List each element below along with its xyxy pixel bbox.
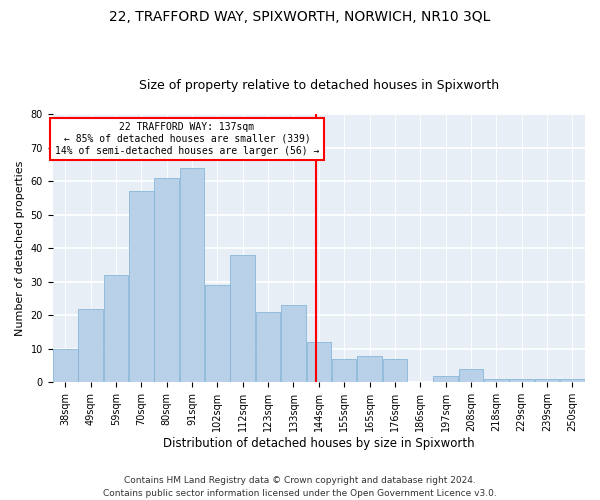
X-axis label: Distribution of detached houses by size in Spixworth: Distribution of detached houses by size … — [163, 437, 475, 450]
Bar — [281, 305, 306, 382]
Bar — [458, 369, 483, 382]
Bar — [205, 285, 230, 382]
Bar — [180, 168, 205, 382]
Y-axis label: Number of detached properties: Number of detached properties — [15, 160, 25, 336]
Bar — [53, 349, 77, 382]
Bar — [230, 255, 255, 382]
Text: 22, TRAFFORD WAY, SPIXWORTH, NORWICH, NR10 3QL: 22, TRAFFORD WAY, SPIXWORTH, NORWICH, NR… — [109, 10, 491, 24]
Bar — [560, 379, 584, 382]
Bar — [79, 308, 103, 382]
Bar — [307, 342, 331, 382]
Text: 22 TRAFFORD WAY: 137sqm
← 85% of detached houses are smaller (339)
14% of semi-d: 22 TRAFFORD WAY: 137sqm ← 85% of detache… — [55, 122, 319, 156]
Bar — [509, 379, 534, 382]
Bar — [256, 312, 280, 382]
Bar — [535, 379, 559, 382]
Bar — [129, 191, 154, 382]
Bar — [433, 376, 458, 382]
Title: Size of property relative to detached houses in Spixworth: Size of property relative to detached ho… — [139, 79, 499, 92]
Bar — [154, 178, 179, 382]
Bar — [104, 275, 128, 382]
Bar — [484, 379, 509, 382]
Text: Contains HM Land Registry data © Crown copyright and database right 2024.
Contai: Contains HM Land Registry data © Crown c… — [103, 476, 497, 498]
Bar — [383, 359, 407, 382]
Bar — [357, 356, 382, 382]
Bar — [332, 359, 356, 382]
